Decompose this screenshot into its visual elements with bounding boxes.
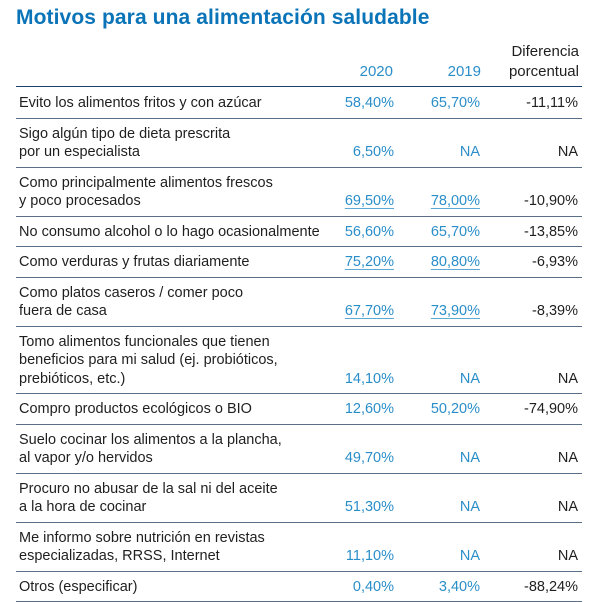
- value-diferencia: -11,11%: [526, 94, 578, 113]
- row-label-line: por un especialista: [19, 143, 329, 162]
- table-row: Como verduras y frutas diariamente 75,20%…: [16, 247, 582, 278]
- value-2019: 73,90%: [431, 302, 480, 321]
- row-label-line: Como principalmente alimentos frescos: [19, 174, 329, 193]
- row-label-line: prebióticos, etc.): [19, 370, 329, 389]
- value-2020: 58,40%: [345, 94, 394, 113]
- row-label-line: especializadas, RRSS, Internet: [19, 547, 329, 566]
- header-porcentual: porcentual: [509, 62, 579, 82]
- header-divider: [16, 86, 582, 87]
- row-label-line: Como verduras y frutas diariamente: [19, 253, 329, 272]
- row-label-line: Suelo cocinar los alimentos a la plancha…: [19, 431, 329, 450]
- row-label-line: Me informo sobre nutrición en revistas: [19, 529, 329, 548]
- value-2019: NA: [460, 449, 480, 468]
- value-diferencia: -88,24%: [524, 578, 578, 597]
- value-2020: 56,60%: [345, 223, 394, 242]
- table-row: Suelo cocinar los alimentos a la plancha…: [16, 425, 582, 474]
- page-title: Motivos para una alimentación saludable: [16, 6, 430, 30]
- value-2020: 12,60%: [345, 400, 394, 419]
- value-diferencia: -74,90%: [524, 400, 578, 419]
- value-diferencia: NA: [558, 547, 578, 566]
- row-label-line: beneficios para mi salud (ej. probiótico…: [19, 351, 329, 370]
- value-2019: 78,00%: [431, 192, 480, 211]
- table-row: Procuro no abusar de la sal ni del aceit…: [16, 474, 582, 523]
- row-label-line: Evito los alimentos fritos y con azúcar: [19, 94, 329, 113]
- row-label: No consumo alcohol o lo hago ocasionalme…: [19, 223, 329, 242]
- row-label-line: a la hora de cocinar: [19, 498, 329, 517]
- value-2019: 50,20%: [431, 400, 480, 419]
- value-2019: 80,80%: [431, 253, 480, 272]
- header-diferencia: Diferencia: [511, 42, 579, 62]
- row-label: Como verduras y frutas diariamente: [19, 253, 329, 272]
- value-2019: NA: [460, 143, 480, 162]
- value-2020: 67,70%: [345, 302, 394, 321]
- table-row: Otros (especificar) 0,40% 3,40% -88,24%: [16, 572, 582, 602]
- row-label-line: No consumo alcohol o lo hago ocasionalme…: [19, 223, 329, 242]
- row-label: Otros (especificar): [19, 578, 329, 597]
- row-label-line: Sigo algún tipo de dieta prescrita: [19, 125, 329, 144]
- value-2020: 75,20%: [345, 253, 394, 272]
- value-diferencia: -6,93%: [532, 253, 578, 272]
- row-label-line: Compro productos ecológicos o BIO: [19, 400, 329, 419]
- row-label-line: al vapor y/o hervidos: [19, 449, 329, 468]
- value-diferencia: NA: [558, 370, 578, 389]
- table-row: Compro productos ecológicos o BIO 12,60% 5…: [16, 394, 582, 425]
- header-2020: 2020: [360, 62, 393, 82]
- value-2020: 69,50%: [345, 192, 394, 211]
- row-label-line: Tomo alimentos funcionales que tienen: [19, 333, 329, 352]
- value-2019: NA: [460, 498, 480, 517]
- row-label: Suelo cocinar los alimentos a la plancha…: [19, 431, 329, 468]
- row-label-line: Como platos caseros / comer poco: [19, 284, 329, 303]
- row-label-line: fuera de casa: [19, 302, 329, 321]
- value-diferencia: NA: [558, 143, 578, 162]
- value-2019: NA: [460, 547, 480, 566]
- value-2020: 49,70%: [345, 449, 394, 468]
- value-2019: NA: [460, 370, 480, 389]
- value-2020: 14,10%: [345, 370, 394, 389]
- value-diferencia: NA: [558, 498, 578, 517]
- header-2019: 2019: [448, 62, 481, 82]
- value-2020: 0,40%: [353, 578, 394, 597]
- value-2019: 3,40%: [439, 578, 480, 597]
- row-label-line: y poco procesados: [19, 192, 329, 211]
- table-row: Evito los alimentos fritos y con azúcar 5…: [16, 88, 582, 119]
- value-2019: 65,70%: [431, 223, 480, 242]
- value-2020: 11,10%: [346, 547, 394, 566]
- table-row: No consumo alcohol o lo hago ocasionalme…: [16, 217, 582, 248]
- row-label-line: Procuro no abusar de la sal ni del aceit…: [19, 480, 329, 499]
- value-2020: 6,50%: [353, 143, 394, 162]
- value-diferencia: -13,85%: [524, 223, 578, 242]
- value-2020: 51,30%: [345, 498, 394, 517]
- value-diferencia: -8,39%: [532, 302, 578, 321]
- row-label: Compro productos ecológicos o BIO: [19, 400, 329, 419]
- value-2019: 65,70%: [431, 94, 480, 113]
- row-label: Evito los alimentos fritos y con azúcar: [19, 94, 329, 113]
- row-label: Procuro no abusar de la sal ni del aceit…: [19, 480, 329, 517]
- value-diferencia: NA: [558, 449, 578, 468]
- row-label-line: Otros (especificar): [19, 578, 329, 597]
- value-diferencia: -10,90%: [524, 192, 578, 211]
